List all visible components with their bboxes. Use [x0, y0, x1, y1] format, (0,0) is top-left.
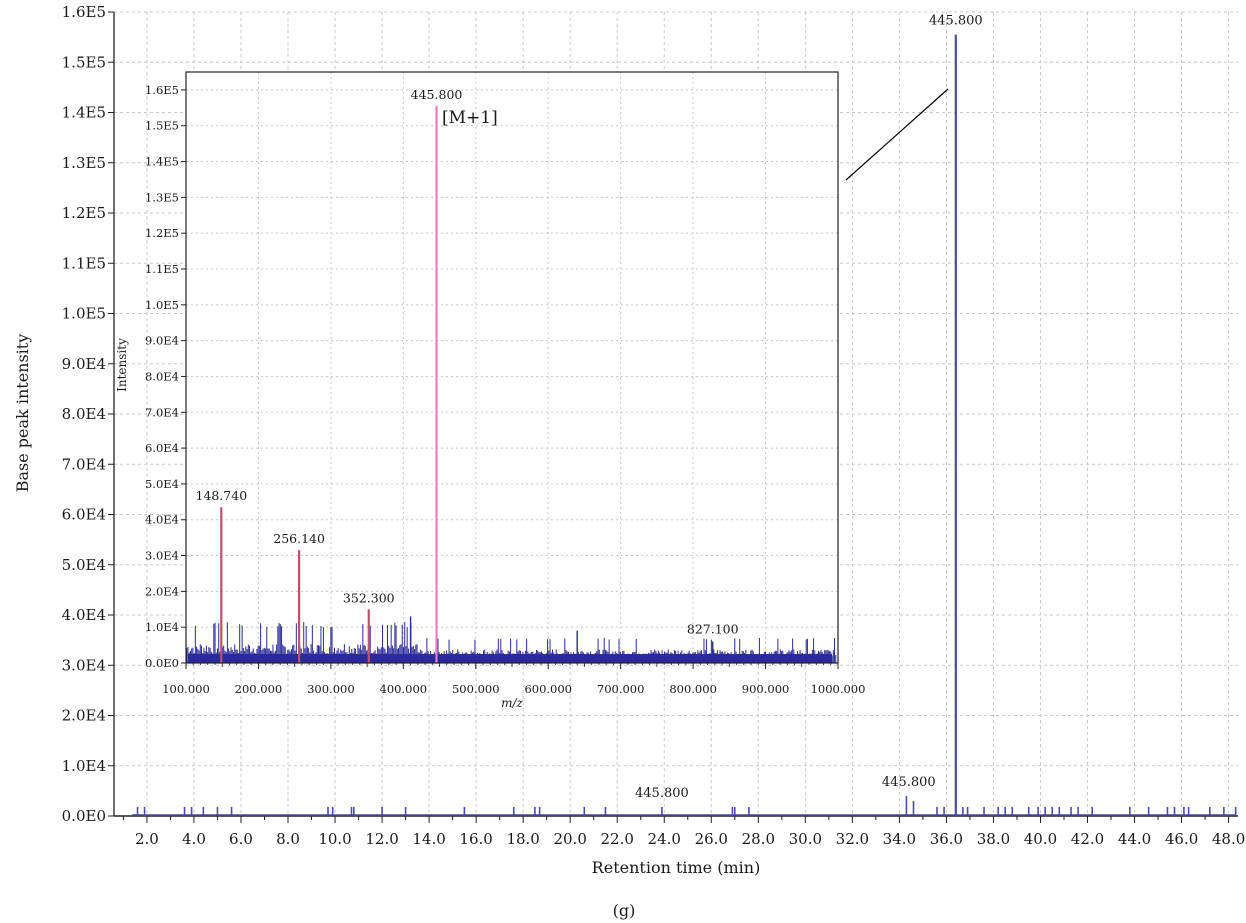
inset-background: [186, 72, 838, 663]
figure-label: (g): [613, 901, 636, 920]
inset-x-tick-label: 200.000: [235, 682, 283, 696]
main-x-tick-label: 42.0: [1071, 830, 1104, 848]
main-y-tick-label: 1.5E5: [62, 53, 106, 71]
main-y-tick-label: 3.0E4: [62, 656, 106, 674]
inset-y-tick-label: 1.0E4: [145, 620, 179, 634]
main-y-tick-label: 6.0E4: [62, 506, 106, 524]
main-y-tick-label: 1.4E5: [62, 104, 106, 122]
main-y-axis-title: Base peak intensity: [13, 334, 32, 493]
main-x-tick-label: 18.0: [506, 830, 539, 848]
main-y-tick-label: 7.0E4: [62, 455, 106, 473]
inset-peak-label: 148.740: [195, 488, 247, 503]
main-x-tick-label: 16.0: [459, 830, 492, 848]
main-y-tick-label: 4.0E4: [62, 606, 106, 624]
main-y-ticks: 0.0E0 1.0E4 2.0E4 3.0E4 4.0E4 5.0E4 6.0E4 7.0E4…: [62, 3, 114, 825]
main-x-tick-label: 20.0: [553, 830, 586, 848]
inset-y-tick-label: 4.0E4: [145, 513, 179, 527]
inset-y-tick-label: 1.6E5: [145, 83, 179, 97]
inset-peak-label: 352.300: [343, 590, 395, 605]
main-y-tick-label: 5.0E4: [62, 556, 106, 574]
main-x-tick-label: 28.0: [742, 830, 775, 848]
main-y-tick-label: 1.2E5: [62, 204, 106, 222]
inset-x-tick-label: 700.000: [597, 682, 645, 696]
inset-y-tick-label: 8.0E4: [145, 369, 179, 383]
inset-x-tick-label: 600.000: [524, 682, 572, 696]
main-peak-label: 445.800: [929, 14, 983, 29]
inset-peak-label: 827.100: [687, 622, 739, 637]
main-x-tick-label: 4.0: [182, 830, 206, 848]
inset-x-axis-title: m/z: [501, 696, 523, 710]
main-x-tick-label: 2.0: [135, 830, 159, 848]
inset-y-tick-label: 6.0E4: [145, 441, 179, 455]
inset-y-tick-label: 1.3E5: [145, 190, 179, 204]
main-y-tick-label: 1.1E5: [62, 254, 106, 272]
main-y-tick-label: 1.0E4: [62, 757, 106, 775]
main-peak-label: 445.800: [635, 786, 689, 801]
main-x-ticks: 2.0 4.0 6.0 8.0 10.0 12.0 14.0 16.0 18.0 20.0 22.0…: [122, 816, 1245, 848]
main-x-tick-label: 6.0: [229, 830, 253, 848]
inset-chart: 827.100 148.740 256.140 352.300 445.800 0.0E…: [115, 71, 865, 710]
inset-x-tick-label: 500.000: [452, 682, 500, 696]
main-x-tick-label: 24.0: [648, 830, 681, 848]
inset-peaks: [220, 106, 714, 663]
main-x-tick-label: 38.0: [977, 830, 1010, 848]
inset-x-tick-label: 800.000: [669, 682, 717, 696]
main-x-tick-label: 10.0: [318, 830, 351, 848]
inset-x-tick-label: 1000.000: [811, 682, 866, 696]
main-x-tick-label: 30.0: [789, 830, 822, 848]
inset-y-tick-label: 1.4E5: [145, 155, 179, 169]
inset-y-tick-label: 1.1E5: [145, 262, 179, 276]
inset-y-tick-label: 1.0E5: [145, 298, 179, 312]
main-x-tick-label: 14.0: [412, 830, 445, 848]
inset-y-tick-label: 7.0E4: [145, 405, 179, 419]
inset-peak-label: 256.140: [273, 531, 325, 546]
inset-y-axis-title: Intensity: [115, 338, 129, 392]
inset-y-tick-label: 5.0E4: [145, 477, 179, 491]
main-annotations: 445.800 445.800 445.800: [635, 14, 983, 801]
main-x-tick-label: 8.0: [276, 830, 300, 848]
inset-peak-label: 445.800: [411, 87, 463, 102]
main-x-axis-title: Retention time (min): [592, 858, 761, 877]
inset-y-tick-label: 1.5E5: [145, 119, 179, 133]
inset-y-tick-label: 0.0E0: [145, 656, 179, 670]
main-y-tick-label: 8.0E4: [62, 405, 106, 423]
main-y-tick-label: 2.0E4: [62, 707, 106, 725]
inset-x-tick-label: 300.000: [307, 682, 355, 696]
main-x-tick-label: 46.0: [1165, 830, 1198, 848]
inset-noise-floor: [188, 654, 832, 663]
main-y-tick-label: 1.6E5: [62, 3, 106, 21]
inset-y-tick-label: 9.0E4: [145, 334, 179, 348]
inset-x-tick-label: 900.000: [742, 682, 790, 696]
zoom-connector-line: [845, 88, 949, 181]
main-x-tick-label: 26.0: [695, 830, 728, 848]
inset-x-tick-label: 100.000: [162, 682, 210, 696]
inset-frame: [185, 71, 839, 664]
main-x-tick-label: 34.0: [883, 830, 916, 848]
inset-noise-peaks: [186, 622, 837, 663]
main-y-tick-label: 1.3E5: [62, 154, 106, 172]
inset-y-tick-label: 2.0E4: [145, 584, 179, 598]
main-series: [132, 34, 1237, 816]
inset-y-ticks: 0.0E0 1.0E4 2.0E4 3.0E4 4.0E4 5.0E4 6.0E4 7.0E4…: [145, 83, 186, 670]
main-x-tick-label: 22.0: [601, 830, 634, 848]
main-y-tick-label: 9.0E4: [62, 355, 106, 373]
inset-main-peak-annotation: [M+1]: [442, 108, 498, 128]
main-x-tick-label: 48.0: [1212, 830, 1245, 848]
main-y-tick-label: 1.0E5: [62, 305, 106, 323]
main-x-tick-label: 36.0: [930, 830, 963, 848]
inset-x-tick-label: 400.000: [380, 682, 428, 696]
main-x-tick-label: 44.0: [1118, 830, 1151, 848]
inset-x-ticks: 100.000 200.000 300.000 400.000 500.000 600.0…: [162, 663, 865, 696]
main-x-tick-label: 40.0: [1024, 830, 1057, 848]
inset-y-tick-label: 1.2E5: [145, 226, 179, 240]
inset-y-tick-label: 3.0E4: [145, 549, 179, 563]
main-y-tick-label: 0.0E0: [62, 807, 106, 825]
main-peak-label: 445.800: [882, 775, 936, 790]
inset-peak-labels: 827.100 148.740 256.140 352.300 445.800: [195, 87, 738, 636]
main-x-tick-label: 12.0: [365, 830, 398, 848]
main-x-tick-label: 32.0: [836, 830, 869, 848]
